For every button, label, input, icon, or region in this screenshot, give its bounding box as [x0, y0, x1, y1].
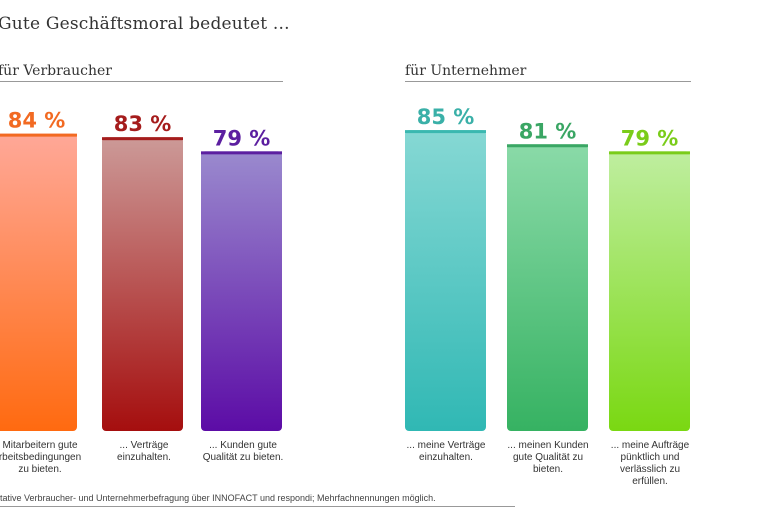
value-label-verbraucher-3: 79 % — [213, 126, 271, 150]
value-label-verbraucher-2: 83 % — [114, 112, 172, 136]
category-label-line: ... Verträge — [119, 440, 169, 451]
category-label-verbraucher-2: ... Verträge einzuhalten. — [89, 440, 199, 464]
bar-cap-unternehmer-3 — [609, 151, 690, 155]
bar-unternehmer-2 — [507, 144, 588, 431]
category-label-line: ... meine Aufträge — [610, 440, 690, 451]
chart-title: Gute Geschäftsmoral bedeutet ... — [0, 14, 290, 34]
category-label-unternehmer-2: ... meinen Kunden gute Qualität zu bieten. — [493, 440, 603, 476]
group-title-verbraucher: für Verbraucher — [0, 63, 112, 79]
category-label-line: einzuhalten. — [419, 452, 473, 463]
group-title-unternehmer: für Unternehmer — [405, 63, 527, 79]
bar-unternehmer-1 — [405, 130, 486, 431]
bar-verbraucher-3 — [201, 151, 282, 431]
category-label-verbraucher-1: Mitarbeitern gute rbeitsbedingungen zu bie… — [0, 440, 95, 476]
group-underline-unternehmer — [405, 81, 691, 82]
bar-verbraucher-1 — [0, 133, 77, 431]
category-label-line: ... meinen Kunden — [507, 440, 589, 451]
category-label-verbraucher-3: ... Kunden gute Qualität zu bieten. — [188, 440, 298, 464]
footnote: itative Verbraucher- und Unternehmerbefr… — [0, 493, 436, 503]
category-label-line: pünktlich und — [620, 452, 680, 463]
category-label-line: zu bieten. — [18, 464, 62, 475]
bar-cap-unternehmer-1 — [405, 130, 486, 134]
category-label-line: ... meine Verträge — [406, 440, 486, 451]
bar-cap-verbraucher-2 — [102, 137, 183, 141]
category-label-line: Qualität zu bieten. — [202, 452, 284, 463]
bar-cap-verbraucher-3 — [201, 151, 282, 155]
value-label-unternehmer-3: 79 % — [621, 126, 679, 150]
category-label-line: bieten. — [532, 464, 564, 475]
category-label-unternehmer-1: ... meine Verträge einzuhalten. — [391, 440, 501, 464]
value-label-unternehmer-2: 81 % — [519, 119, 577, 143]
bar-unternehmer-3 — [609, 151, 690, 431]
category-label-line: Mitarbeitern gute — [2, 440, 78, 451]
group-underline-verbraucher — [0, 81, 283, 82]
value-label-unternehmer-1: 85 % — [417, 105, 475, 129]
category-label-line: einzuhalten. — [117, 452, 171, 463]
category-label-line: erfüllen. — [632, 476, 668, 487]
bar-verbraucher-2 — [102, 137, 183, 431]
category-label-line: rbeitsbedingungen — [0, 452, 82, 463]
value-label-verbraucher-1: 84 % — [8, 109, 66, 133]
category-label-line: ... Kunden gute — [209, 440, 277, 451]
footnote-rule — [0, 506, 515, 507]
category-label-line: gute Qualität zu — [512, 452, 584, 463]
category-label-unternehmer-3: ... meine Aufträge pünktlich und verlässli… — [595, 440, 705, 488]
category-label-line: verlässlich zu — [619, 464, 681, 475]
bar-cap-unternehmer-2 — [507, 144, 588, 148]
bar-cap-verbraucher-1 — [0, 133, 77, 137]
